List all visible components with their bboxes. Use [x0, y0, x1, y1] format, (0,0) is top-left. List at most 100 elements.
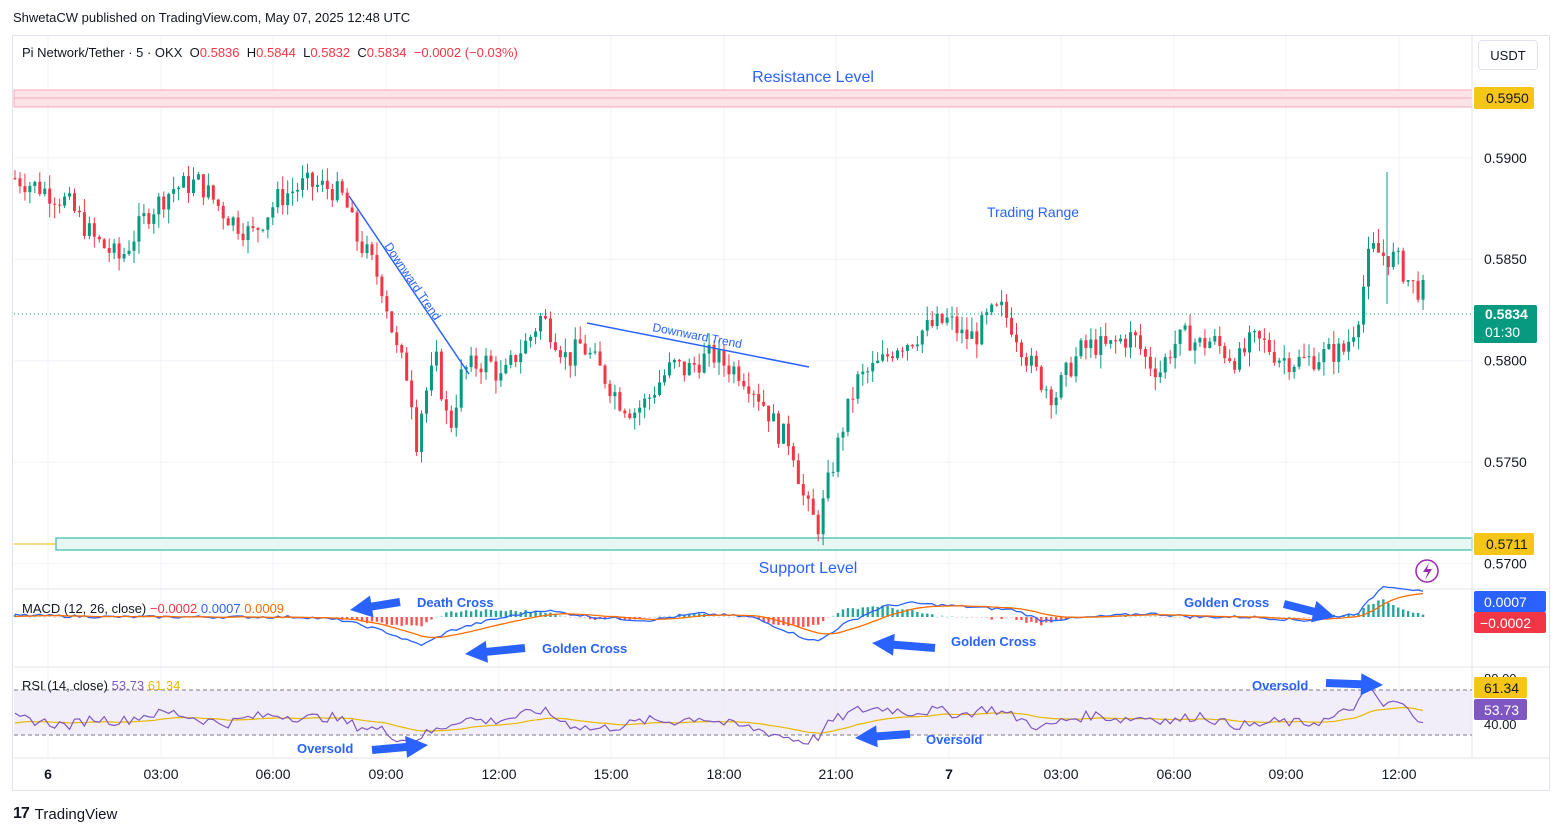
- candle-body: [628, 413, 632, 419]
- candle-body: [340, 181, 344, 193]
- candle-body: [117, 243, 121, 259]
- candle-body: [1148, 356, 1152, 369]
- candle-body: [236, 217, 240, 234]
- candle-body: [1282, 358, 1286, 361]
- macd-hist-bar: [464, 610, 468, 617]
- grid: [14, 36, 1472, 758]
- candle-body: [514, 355, 518, 363]
- candle-body: [925, 320, 929, 331]
- candle-body: [667, 362, 671, 376]
- rsi-legend[interactable]: RSI (14, close) 53.73 61.34: [22, 678, 180, 693]
- macd-hist-bar: [489, 609, 493, 617]
- candle-body: [395, 332, 399, 346]
- candle-body: [415, 407, 419, 452]
- candle-body: [177, 187, 181, 190]
- candle-body: [752, 393, 756, 395]
- macd-hist-bar: [1367, 604, 1370, 617]
- candle-body: [846, 398, 850, 432]
- macd-hist-bar: [450, 611, 453, 617]
- macd-hist-bar: [797, 617, 800, 627]
- macd-hist-bar: [648, 617, 651, 619]
- macd-hist-bar: [509, 610, 512, 617]
- macd-hist-bar: [762, 617, 765, 622]
- macd-hist-bar: [995, 617, 998, 618]
- candle-body: [1138, 335, 1142, 350]
- macd-hist-bar: [440, 616, 443, 618]
- macd-legend-signal: 0.0009: [244, 601, 285, 616]
- macd-hist-bar: [1183, 617, 1187, 619]
- candle-body: [1376, 243, 1380, 253]
- candle-body: [107, 248, 111, 253]
- macd-hist-bar: [162, 616, 165, 618]
- candle-body: [816, 514, 820, 535]
- symbol-name: Pi Network/Tether · 5 · OKX: [22, 45, 183, 60]
- candle-body: [876, 360, 880, 363]
- candle-body: [1327, 344, 1331, 350]
- macd-hist-bar: [13, 614, 17, 617]
- candle-body: [172, 189, 176, 194]
- annotation-arrows: [350, 595, 1383, 758]
- macd-hist-bar: [945, 616, 949, 618]
- candle-body: [801, 483, 805, 496]
- candle-body: [286, 193, 290, 206]
- candle-body: [767, 405, 771, 422]
- candle-body: [891, 356, 895, 359]
- time-tick: 7: [945, 766, 953, 782]
- candle-body: [1153, 368, 1157, 378]
- candle-body: [618, 392, 622, 411]
- price-tick: 0.5700: [1484, 556, 1527, 572]
- rsi-legend-ma: 61.34: [147, 678, 181, 693]
- macd-hist-bar: [142, 616, 146, 618]
- currency-button[interactable]: USDT: [1478, 40, 1538, 70]
- macd-hist-bar: [539, 612, 542, 617]
- macd-line-badge-text: 0.0007: [1484, 594, 1527, 610]
- macd-hist-bar: [1307, 617, 1311, 619]
- candle-body: [1396, 250, 1400, 252]
- macd-hist-bar: [569, 617, 572, 619]
- macd-hist-bar: [1144, 616, 1147, 618]
- candle-body: [211, 185, 215, 200]
- resistance-badge: [1474, 87, 1534, 109]
- price-axis[interactable]: 0.5700 0.5750 0.5800 0.5850 0.5900: [1484, 150, 1527, 572]
- candle-body: [772, 413, 776, 422]
- time-axis[interactable]: 6 03:00 06:00 09:00 12:00 15:00 18:00 21:00 7 03:…: [44, 766, 1417, 782]
- candle-body: [1342, 343, 1346, 352]
- macd-hist-bar: [688, 613, 691, 617]
- candle-body: [276, 189, 280, 208]
- candle-body: [1371, 243, 1375, 249]
- candle-body: [583, 343, 587, 355]
- candle-body: [598, 351, 602, 366]
- candle-body: [692, 362, 696, 365]
- footer[interactable]: 17 TradingView: [13, 805, 117, 823]
- candle-body: [1218, 336, 1222, 347]
- candle-body: [866, 371, 870, 373]
- macd-legend[interactable]: MACD (12, 26, close) −0.0002 0.0007 0.00…: [22, 601, 284, 616]
- candle-body: [191, 179, 195, 194]
- candle-body: [1233, 361, 1237, 370]
- macd-hist-bar: [1000, 617, 1003, 620]
- macd-hist-bar: [360, 617, 364, 622]
- candle-body: [1198, 338, 1202, 343]
- candle-body: [1362, 286, 1366, 325]
- candle-body: [1074, 356, 1078, 377]
- candle-body: [950, 316, 954, 318]
- macd-hist-bar: [901, 609, 904, 617]
- candle-body: [1277, 360, 1281, 363]
- candle-body: [1188, 325, 1192, 351]
- candle-body: [1019, 342, 1023, 358]
- macd-hist-bar: [831, 615, 835, 617]
- macd-hist-bar: [380, 617, 384, 623]
- candle-body: [821, 498, 825, 535]
- lightning-icon[interactable]: [1415, 559, 1439, 583]
- macd-hist-bar: [653, 617, 656, 618]
- macd-hist-bar: [534, 611, 537, 617]
- support-badge-text: 0.5711: [1486, 536, 1528, 552]
- candle-body: [960, 329, 964, 334]
- candle-body: [568, 352, 572, 366]
- candle-body: [806, 495, 810, 499]
- candle-body: [1381, 252, 1385, 257]
- candle-body: [1317, 362, 1321, 370]
- candle-body: [23, 186, 27, 193]
- macd-legend-name: MACD (12, 26, close): [22, 601, 147, 616]
